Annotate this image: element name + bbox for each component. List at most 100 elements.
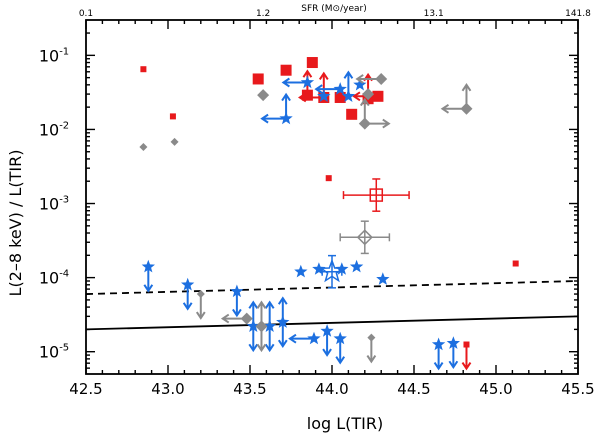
star-marker: [181, 277, 195, 291]
limit-arrow-head: [359, 97, 370, 107]
diamond-marker: [196, 290, 205, 299]
star-marker: [333, 82, 347, 95]
limit-arrow-head: [143, 284, 154, 293]
blue-data-point: [320, 324, 334, 357]
gray-data-point: [355, 72, 388, 85]
limit-arrow-head: [248, 300, 259, 309]
blue-data-point: [141, 259, 155, 293]
y-tick-label: 10-5: [39, 343, 69, 362]
square-marker: [512, 260, 519, 267]
blue-data-point: [431, 337, 446, 371]
y-tick-label: 10-1: [39, 46, 69, 65]
gray-data-point: [195, 290, 206, 320]
limit-arrow-head: [256, 300, 267, 309]
gray-data-point: [255, 300, 268, 353]
square-marker: [140, 66, 147, 73]
diamond-marker: [367, 333, 376, 342]
red-data-point: [334, 91, 346, 103]
x-tick-label: 45.0: [479, 380, 512, 398]
gray-data-point: [440, 82, 473, 115]
limit-arrow-head: [382, 118, 391, 129]
limit-arrow-head: [314, 84, 323, 94]
gray-data-point: [257, 89, 270, 102]
limit-arrow-head: [302, 69, 313, 78]
diamond-marker: [255, 320, 268, 333]
limit-arrow-head: [366, 355, 377, 364]
limit-arrow-head: [195, 311, 206, 320]
x-axis-title: log L(TIR): [307, 414, 383, 433]
red-data-point: [346, 108, 358, 120]
gray-data-point: [220, 312, 253, 325]
solid-line: [85, 315, 579, 331]
square-marker: [325, 175, 332, 182]
limit-arrow-head: [461, 361, 472, 371]
red-data-point: [512, 260, 519, 267]
red-data-point: [461, 341, 472, 371]
diamond-marker: [170, 137, 179, 146]
red-data-point: [169, 113, 176, 120]
blue-data-point: [260, 92, 293, 125]
limit-arrow-head: [281, 77, 290, 88]
star-marker: [141, 259, 155, 273]
limit-arrow-head: [277, 296, 288, 305]
star-marker: [349, 259, 364, 273]
diamond-marker: [460, 102, 473, 115]
star-marker: [317, 89, 331, 102]
limit-arrow-head: [277, 339, 288, 349]
diamond-marker: [240, 312, 253, 325]
x-tick-label: 44.5: [397, 380, 430, 398]
gray-data-point: [362, 88, 375, 101]
blue-data-point: [181, 277, 195, 311]
square-marker: [280, 64, 292, 76]
blue-data-point: [263, 300, 277, 353]
open-diamond-marker: [356, 229, 373, 246]
limit-arrow-head: [297, 92, 307, 103]
top-tick-label: 13.1: [424, 9, 444, 19]
limit-arrow-head: [220, 313, 230, 324]
star-marker: [279, 111, 293, 125]
red-data-point: [252, 73, 264, 85]
star-marker: [263, 319, 277, 332]
star-marker: [294, 264, 308, 278]
blue-data-point: [314, 82, 347, 95]
star-marker: [300, 75, 315, 89]
square-marker: [306, 57, 318, 69]
blue-data-point: [317, 89, 331, 102]
x-tick-label: 45.5: [561, 380, 594, 398]
blue-data-point: [319, 254, 345, 289]
limit-arrow-head: [461, 82, 472, 92]
limit-arrow-head: [335, 356, 346, 365]
limit-arrow-head: [448, 360, 459, 370]
x-tick-label: 43.5: [233, 380, 266, 398]
blue-data-point: [376, 272, 390, 285]
top-axis-title: SFR (M⊙/year): [301, 4, 366, 14]
diamond-marker: [358, 117, 371, 130]
diamond-marker: [362, 88, 375, 101]
star-marker: [230, 284, 244, 298]
red-data-point: [306, 57, 318, 69]
star-marker: [307, 331, 321, 345]
blue-data-point: [281, 75, 315, 89]
star-marker: [376, 272, 390, 285]
x-tick-label: 42.5: [69, 380, 102, 398]
limit-arrow-head: [440, 103, 450, 114]
red-data-point: [280, 64, 292, 76]
limit-arrow-head: [264, 300, 275, 309]
square-marker: [463, 341, 470, 348]
red-data-point: [325, 175, 332, 182]
star-marker: [333, 331, 347, 345]
blue-data-point: [333, 331, 347, 365]
data-points: [139, 57, 519, 371]
square-marker: [301, 89, 313, 101]
top-tick-label: 1.2: [256, 9, 270, 19]
blue-data-point: [312, 262, 326, 275]
star-marker: [246, 319, 260, 332]
square-marker: [346, 108, 358, 120]
limit-arrow-head: [352, 91, 361, 102]
y-axis-title: L(2–8 keV) / L(TIR): [6, 150, 25, 297]
red-data-point: [342, 178, 410, 212]
blue-data-point: [230, 284, 244, 318]
limit-arrow-head: [248, 343, 259, 353]
limit-arrow-head: [318, 71, 329, 81]
